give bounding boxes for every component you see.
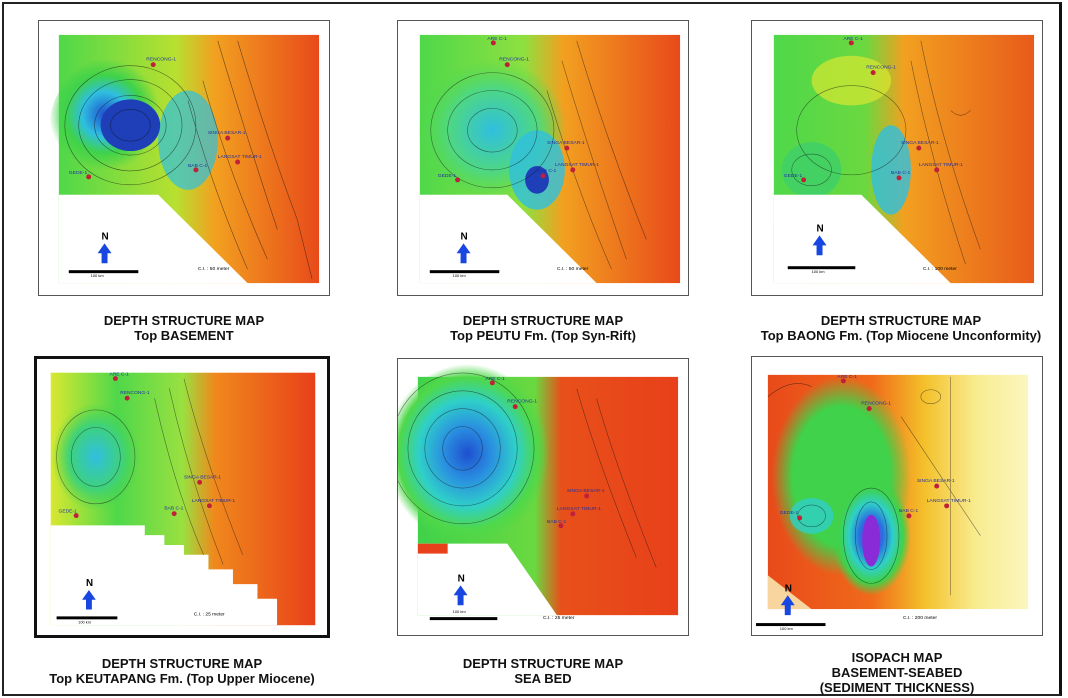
scale-label: 100 km <box>812 269 826 274</box>
well-label: BAB C-1 <box>164 506 183 512</box>
contour-interval: C.I. : 100 meter <box>923 266 957 272</box>
well-label: GEDE-1 <box>784 173 803 179</box>
contour-interval: C.I. : 25 meter <box>543 615 575 621</box>
map-keutapang: ARE C-1 RENCONG-1 SINGA BESAR-1 LANGSAT … <box>34 356 330 638</box>
caption-subtitle: BASEMENT-SEABED <box>831 665 963 680</box>
north-arrow-icon <box>812 235 827 256</box>
caption-isopach: ISOPACH MAP BASEMENT-SEABED (SEDIMENT TH… <box>751 650 1043 695</box>
well-label: LANGSAT TIMUR-1 <box>927 498 971 504</box>
well-label: GEDE-1 <box>59 509 77 515</box>
north-arrow-icon <box>97 243 112 264</box>
caption-subtitle: Top PEUTU Fm. (Top Syn-Rift) <box>450 328 636 343</box>
caption-keutapang: DEPTH STRUCTURE MAP Top KEUTAPANG Fm. (T… <box>20 656 344 686</box>
north-label: N <box>817 223 824 234</box>
north-arrow-icon <box>82 589 96 610</box>
north-arrow-icon <box>780 595 795 616</box>
well-label: RENCONG-1 <box>866 65 896 71</box>
caption-seabed: DEPTH STRUCTURE MAP SEA BED <box>397 656 689 686</box>
well-label: ARE C-1 <box>837 374 857 380</box>
well-label: RENCONG-1 <box>507 399 537 405</box>
map-seabed-svg: ARE C-1 RENCONG-1 SINGA BESAR-1 LANGSAT … <box>398 363 679 621</box>
caption-title: ISOPACH MAP <box>851 650 943 665</box>
north-label: N <box>102 231 109 242</box>
contour-interval: C.I. : 50 meter <box>198 266 230 272</box>
map-basement-svg: RENCONG-1 SINGA BESAR-1 LANGSAT TIMUR-1 … <box>48 34 320 284</box>
well-label: ARE C-1 <box>110 372 130 378</box>
well-label: BAB C-1 <box>891 170 911 176</box>
north-label: N <box>458 573 465 584</box>
well-label: BAB C-1 <box>899 508 919 514</box>
well-label: BAB C-1 <box>537 168 557 174</box>
well-label: BAB C-1 <box>188 163 208 169</box>
well-label: LANGSAT TIMUR-1 <box>555 162 599 168</box>
map-peutu: ARE C-1 RENCONG-1 SINGA BESAR-1 LANGSAT … <box>397 20 689 296</box>
well-label: RENCONG-1 <box>120 390 150 396</box>
north-label: N <box>461 231 468 242</box>
scale-bar <box>755 623 826 627</box>
scale-label: 100 km <box>78 619 91 624</box>
well-markers <box>86 62 241 180</box>
well-label: LANGSAT TIMUR-1 <box>919 162 963 168</box>
caption-title: DEPTH STRUCTURE MAP <box>103 313 265 328</box>
caption-peutu: DEPTH STRUCTURE MAP Top PEUTU Fm. (Top S… <box>397 313 689 343</box>
map-seabed: ARE C-1 RENCONG-1 SINGA BESAR-1 LANGSAT … <box>397 358 689 636</box>
well-label: LANGSAT TIMUR-1 <box>192 498 236 504</box>
well-label: RENCONG-1 <box>861 401 891 407</box>
caption-subtitle: Top BAONG Fm. (Top Miocene Unconformity) <box>760 328 1042 343</box>
map-peutu-svg: ARE C-1 RENCONG-1 SINGA BESAR-1 LANGSAT … <box>417 34 681 284</box>
map-basement: RENCONG-1 SINGA BESAR-1 LANGSAT TIMUR-1 … <box>38 20 330 296</box>
scale-label: 100 km <box>453 609 467 614</box>
caption-subtitle: Top KEUTAPANG Fm. (Top Upper Miocene) <box>49 671 315 686</box>
well-label: SINGA BESAR-1 <box>208 130 246 136</box>
scale-bar <box>787 266 856 270</box>
contour-interval: C.I. : 50 meter <box>557 266 589 272</box>
well-label: GEDE-1 <box>69 170 88 176</box>
contour-interval: C.I. : 25 meter <box>194 611 225 617</box>
contour-interval: C.I. : 200 meter <box>903 615 937 621</box>
well-label: BAB C-1 <box>547 519 567 525</box>
map-baong: ARE C-1 RENCONG-1 SINGA BESAR-1 LANGSAT … <box>751 20 1043 296</box>
caption-baong: DEPTH STRUCTURE MAP Top BAONG Fm. (Top M… <box>742 313 1060 343</box>
scale-label: 100 km <box>453 273 467 278</box>
well-label: SINGA BESAR-1 <box>917 478 955 484</box>
scale-bar <box>429 617 498 621</box>
caption-subtitle: Top BASEMENT <box>134 328 234 343</box>
north-label: N <box>785 583 792 594</box>
well-label: RENCONG-1 <box>499 57 529 63</box>
caption-title: DEPTH STRUCTURE MAP <box>820 313 982 328</box>
well-label: GEDE-1 <box>780 510 799 516</box>
scale-label: 100 km <box>780 626 794 631</box>
well-label: ARE C-1 <box>485 376 505 382</box>
caption-basement: DEPTH STRUCTURE MAP Top BASEMENT <box>38 313 330 343</box>
well-label: SINGA BESAR-1 <box>567 488 605 494</box>
map-isopach-svg: ARE C-1 RENCONG-1 SINGA BESAR-1 LANGSAT … <box>755 374 1029 634</box>
well-label: RENCONG-1 <box>146 57 176 63</box>
well-label: GEDE-1 <box>438 173 457 179</box>
scale-bar <box>429 270 500 274</box>
scale-bar <box>68 270 139 274</box>
well-label: LANGSAT TIMUR-1 <box>218 154 262 160</box>
scale-bar <box>56 616 118 620</box>
caption-title: DEPTH STRUCTURE MAP <box>462 656 624 671</box>
caption-note: (SEDIMENT THICKNESS) <box>819 680 975 695</box>
well-label: SINGA BESAR-1 <box>547 140 585 146</box>
well-label: SINGA BESAR-1 <box>901 140 939 146</box>
well-label: ARE C-1 <box>487 36 507 42</box>
well-label: SINGA BESAR-1 <box>184 474 221 480</box>
well-label: LANGSAT TIMUR-1 <box>557 506 601 512</box>
map-keutapang-svg: ARE C-1 RENCONG-1 SINGA BESAR-1 LANGSAT … <box>50 372 316 626</box>
caption-title: DEPTH STRUCTURE MAP <box>462 313 624 328</box>
caption-subtitle: SEA BED <box>514 671 572 686</box>
map-baong-svg: ARE C-1 RENCONG-1 SINGA BESAR-1 LANGSAT … <box>773 34 1035 284</box>
scale-label: 100 km <box>91 273 105 278</box>
caption-title: DEPTH STRUCTURE MAP <box>101 656 263 671</box>
map-isopach: ARE C-1 RENCONG-1 SINGA BESAR-1 LANGSAT … <box>751 356 1043 636</box>
north-label: N <box>86 578 93 589</box>
well-label: ARE C-1 <box>843 36 863 42</box>
